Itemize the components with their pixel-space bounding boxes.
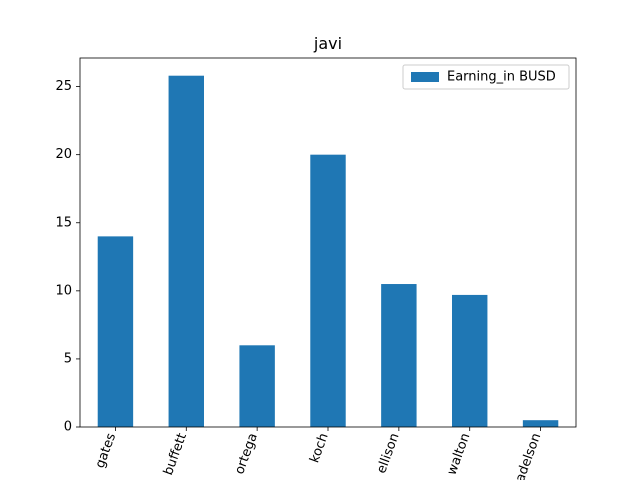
bar-koch <box>310 154 346 427</box>
chart-title: javi <box>313 34 342 53</box>
legend-box <box>402 64 570 90</box>
bar-adelson <box>522 420 559 427</box>
legend: Earning_in BUSD <box>402 64 570 90</box>
y-tick-label-0: 0 <box>64 420 72 435</box>
bar-gates <box>97 236 134 427</box>
legend-label: Earning_in BUSD <box>447 70 556 85</box>
y-tick-label-5: 5 <box>64 351 72 366</box>
bar-buffett <box>168 75 204 427</box>
plot-frame <box>79 57 577 428</box>
bars-group <box>97 75 559 427</box>
y-tick-label-25: 25 <box>55 79 72 94</box>
bar-ortega <box>239 345 275 427</box>
y-tick-label-15: 15 <box>55 215 72 230</box>
bar-walton <box>452 294 488 427</box>
bar-ellison <box>381 284 417 427</box>
y-tick-label-10: 10 <box>55 283 72 298</box>
y-tick-label-20: 20 <box>55 147 72 162</box>
legend-swatch <box>411 72 439 82</box>
